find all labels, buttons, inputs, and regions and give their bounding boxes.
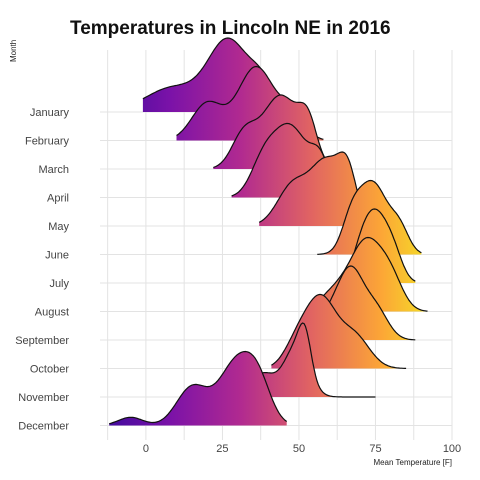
x-axis-label: Mean Temperature [F] — [373, 458, 452, 467]
x-tick-label: 50 — [293, 443, 305, 455]
ridge-outline — [271, 293, 407, 369]
y-tick-label: July — [49, 278, 69, 290]
y-tick-labels: January February March April May June July Augu… — [15, 107, 69, 433]
ridge-outline — [307, 236, 428, 312]
y-tick-label: December — [18, 421, 69, 433]
y-tick-label: April — [47, 193, 69, 205]
ridge-december — [109, 350, 288, 426]
x-tick-label: 25 — [216, 443, 228, 455]
y-tick-label: November — [18, 392, 69, 404]
ridge-may — [258, 151, 370, 226]
y-tick-label: January — [30, 107, 70, 119]
ridge-fill — [259, 152, 370, 226]
y-tick-label: September — [15, 335, 69, 347]
ridge-fill — [109, 351, 287, 426]
x-tick-label: 0 — [143, 443, 149, 455]
ridge-outline — [231, 122, 340, 197]
y-tick-label: February — [25, 136, 70, 148]
y-axis-label: Month — [9, 40, 18, 62]
ridge-outline — [213, 94, 331, 169]
ridge-outline — [109, 350, 288, 425]
y-tick-label: March — [38, 164, 69, 176]
ridge-outline — [317, 179, 422, 255]
x-tick-label: 100 — [443, 443, 461, 455]
ridge-fill — [246, 323, 376, 397]
y-tick-label: October — [30, 364, 69, 376]
y-tick-label: June — [45, 250, 69, 262]
y-tick-label: May — [48, 221, 69, 233]
ridge-november — [246, 322, 376, 398]
ridge-outline — [246, 322, 376, 398]
x-tick-label: 75 — [369, 443, 381, 455]
x-tick-labels: 0 25 50 75 100 — [143, 443, 461, 455]
ridge-outline — [258, 151, 370, 223]
ridges — [109, 37, 428, 426]
y-tick-label: August — [35, 307, 69, 319]
chart-title: Temperatures in Lincoln NE in 2016 — [70, 18, 391, 39]
